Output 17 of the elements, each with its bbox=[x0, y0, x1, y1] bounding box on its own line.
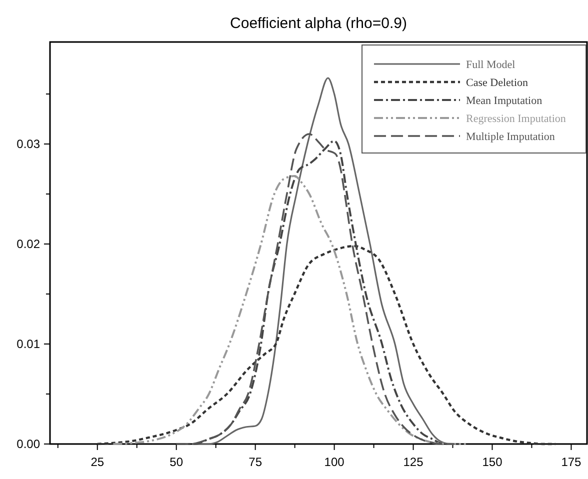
y-tick-label: 0.00 bbox=[16, 437, 40, 452]
text: Mean Imputation bbox=[466, 94, 543, 107]
x-tick-label: 100 bbox=[324, 455, 345, 469]
x-tick-label: 50 bbox=[170, 455, 184, 469]
y-tick-label: 0.03 bbox=[16, 137, 40, 152]
y-tick-label: 0.01 bbox=[16, 337, 40, 352]
text: Full Model bbox=[466, 58, 516, 71]
x-tick-label: 25 bbox=[90, 455, 104, 469]
x-tick-label: 75 bbox=[248, 455, 262, 469]
text: Multiple Imputation bbox=[466, 130, 556, 143]
text: Regression Imputation bbox=[466, 112, 566, 125]
chart-title: Coefficient alpha (rho=0.9) bbox=[230, 15, 407, 32]
y-tick-label: 0.02 bbox=[16, 237, 40, 252]
x-tick-label: 150 bbox=[482, 455, 503, 469]
x-tick-label: 125 bbox=[403, 455, 424, 469]
x-tick-label: 175 bbox=[561, 455, 582, 469]
text: Case Deletion bbox=[466, 76, 529, 89]
